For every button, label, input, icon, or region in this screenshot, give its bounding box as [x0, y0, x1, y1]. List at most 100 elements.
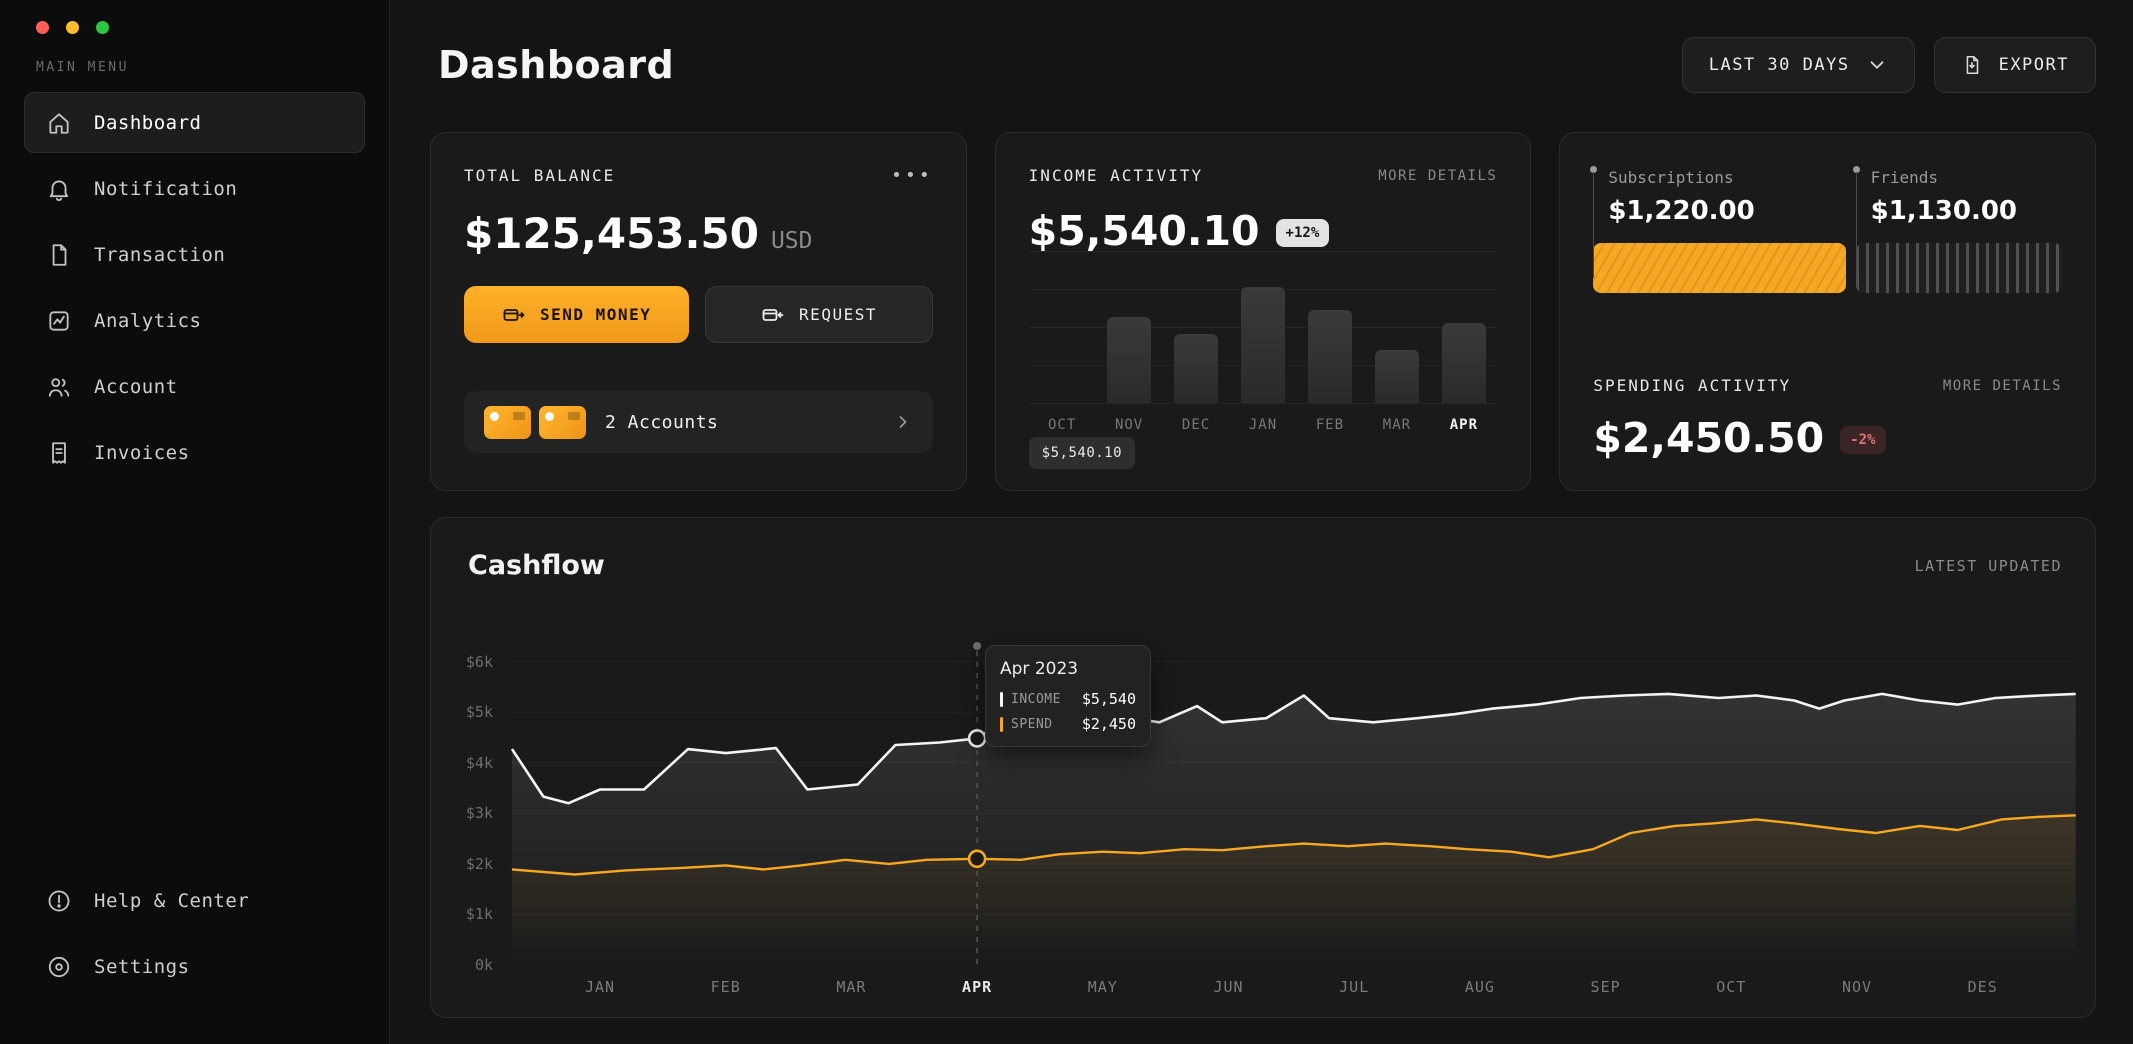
x-axis-label: AUG	[1464, 978, 1495, 996]
spending-card-label: SPENDING ACTIVITY	[1593, 376, 1792, 395]
file-icon	[52, 243, 67, 266]
sidebar-item-invoices[interactable]: Invoices	[24, 422, 365, 483]
income-bar-column	[1163, 251, 1230, 403]
window-controls	[24, 0, 365, 34]
bell-icon	[49, 180, 69, 201]
series-name: INCOME	[1011, 691, 1061, 707]
card-send-icon	[503, 308, 525, 321]
x-axis-label: NOV	[1841, 978, 1873, 996]
tooltip-title: Apr 2023	[1000, 659, 1079, 679]
export-label: EXPORT	[1998, 55, 2069, 75]
x-axis-label: MAR	[836, 978, 867, 996]
spending-amount: $2,450.50	[1593, 414, 1825, 462]
income-bar	[1174, 334, 1219, 403]
x-axis-label: MAY	[1087, 978, 1118, 996]
tooltip-row: SPEND $2,450	[1000, 715, 1136, 733]
x-axis-label: APR	[962, 978, 993, 996]
x-axis-label: JAN	[584, 978, 616, 996]
minimize-window-button[interactable]	[66, 21, 79, 34]
sidebar: MAIN MENU Dashboard Notification Transacti…	[0, 0, 390, 1044]
segment-bar	[1855, 243, 2063, 293]
income-bar-column	[1363, 251, 1430, 403]
income-more-details-link[interactable]: MORE DETAILS	[1378, 167, 1498, 184]
spend-area	[512, 815, 2076, 965]
sidebar-footer: Help & Center Settings	[24, 870, 365, 1002]
sidebar-item-dashboard[interactable]: Dashboard	[24, 92, 365, 153]
sidebar-item-settings[interactable]: Settings	[24, 936, 365, 997]
sidebar-item-label: Transaction	[94, 243, 226, 266]
segment-label: Friends	[1870, 168, 1939, 187]
sidebar-item-label: Notification	[94, 177, 238, 200]
income-month-label: APR	[1449, 417, 1479, 433]
income-bar-column	[1029, 251, 1096, 403]
pin-line	[1855, 172, 1857, 278]
income-bar-column	[1296, 251, 1363, 403]
income-bar-column	[1230, 251, 1297, 403]
sidebar-item-account[interactable]: Account	[24, 356, 365, 417]
balance-currency: USD	[770, 228, 813, 254]
cashflow-updated-label: LATEST UPDATED	[1914, 556, 2062, 575]
income-bar-column	[1096, 251, 1163, 403]
balance-amount: $125,453.50	[464, 209, 759, 258]
accounts-row[interactable]: 2 Accounts	[464, 391, 933, 453]
users-icon	[48, 377, 70, 397]
income-month-label: FEB	[1315, 417, 1345, 433]
cashflow-tooltip-rows: INCOME $5,540 SPEND $2,450	[1000, 690, 1136, 733]
marker-top-dot	[973, 642, 982, 650]
y-axis-label: $4k	[465, 753, 493, 772]
sidebar-item-notification[interactable]: Notification	[24, 158, 365, 219]
series-name: SPEND	[1011, 716, 1053, 732]
sidebar-item-analytics[interactable]: Analytics	[24, 290, 365, 351]
spend-marker-dot	[967, 849, 987, 869]
spending-segment-friends: Friends $1,130.00	[1852, 166, 2063, 293]
date-range-button[interactable]: LAST 30 DAYS	[1681, 37, 1915, 93]
income-month-label: MAR	[1382, 417, 1412, 433]
segment-label: Subscriptions	[1608, 168, 1734, 187]
x-axis-label: FEB	[710, 978, 741, 996]
gridline	[1028, 403, 1498, 404]
income-change-badge: +12%	[1275, 219, 1330, 247]
request-button[interactable]: REQUEST	[705, 286, 933, 343]
y-axis-label: $3k	[465, 804, 493, 823]
cashflow-ylabels: 0k $1k $2k $3k $4k $5k $6k	[431, 641, 493, 974]
sidebar-item-help-center[interactable]: Help & Center	[24, 870, 365, 931]
gridline	[1028, 251, 1498, 252]
spending-more-details-link[interactable]: MORE DETAILS	[1942, 377, 2063, 394]
income-month-label: OCT	[1048, 417, 1077, 433]
account-card-icon	[484, 405, 531, 439]
invoice-icon	[52, 441, 66, 464]
send-money-button[interactable]: SEND MONEY	[464, 286, 690, 343]
income-month-label: JAN	[1248, 417, 1278, 433]
series-color-bar	[1000, 691, 1003, 707]
cashflow-card: Cashflow LATEST UPDATED 0k $1k $2k $3k $4k $5…	[430, 517, 2096, 1018]
cashflow-chart-svg	[510, 642, 2076, 966]
segment-amount: $1,220.00	[1608, 196, 1755, 226]
export-button[interactable]: EXPORT	[1933, 37, 2096, 93]
close-window-button[interactable]	[36, 21, 49, 34]
income-tooltip: $5,540.10	[1028, 437, 1136, 469]
income-bar	[1307, 310, 1352, 403]
income-months: OCT NOV DEC JAN FEB MAR APR	[1029, 417, 1498, 433]
tooltip-row: INCOME $5,540	[1000, 690, 1136, 708]
income-bar-chart[interactable]	[1028, 251, 1498, 404]
x-axis-label: DES	[1967, 978, 1998, 996]
ellipsis-menu-icon[interactable]	[891, 171, 933, 181]
segment-bar	[1593, 243, 1846, 293]
chevron-right-icon	[899, 416, 907, 428]
cashflow-plot[interactable]	[510, 641, 2076, 966]
sidebar-item-transaction[interactable]: Transaction	[24, 224, 365, 285]
sidebar-item-label: Dashboard	[94, 111, 202, 134]
series-color-bar	[1000, 716, 1003, 732]
chevron-down-icon	[1870, 61, 1883, 69]
income-card-label: INCOME ACTIVITY	[1028, 166, 1204, 185]
spending-card: Subscriptions $1,220.00 Friends $1,130.00 S…	[1559, 132, 2097, 491]
x-axis-label: OCT	[1716, 978, 1747, 996]
main-header: Dashboard LAST 30 DAYS EXPORT	[430, 34, 2096, 96]
income-bars	[1029, 251, 1498, 403]
spending-segments: Subscriptions $1,220.00 Friends $1,130.00	[1590, 166, 2063, 293]
y-axis-label: $6k	[465, 652, 493, 671]
zoom-window-button[interactable]	[96, 21, 109, 34]
series-value: $5,540	[1081, 690, 1136, 708]
